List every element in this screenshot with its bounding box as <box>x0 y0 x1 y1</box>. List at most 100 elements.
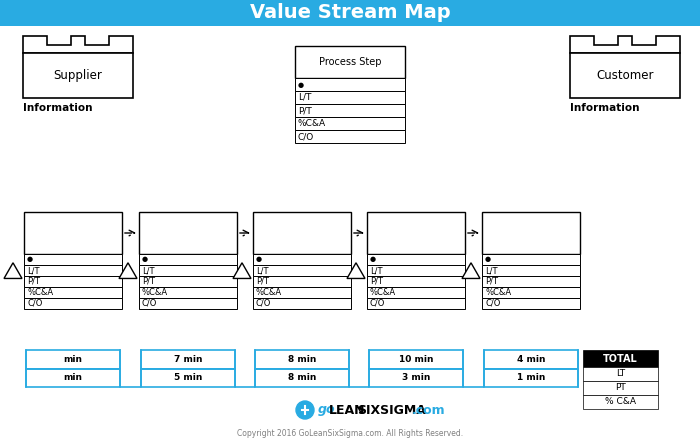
Text: C/O: C/O <box>142 299 158 308</box>
Bar <box>24 276 122 287</box>
Bar <box>583 381 658 395</box>
Bar <box>253 276 351 287</box>
Bar <box>26 350 120 369</box>
Text: LT: LT <box>616 370 625 379</box>
Text: C/O: C/O <box>27 299 43 308</box>
Bar <box>295 78 405 91</box>
Bar <box>295 91 405 104</box>
Bar <box>295 130 405 143</box>
Text: 8 min: 8 min <box>288 355 316 364</box>
Text: Information: Information <box>570 103 640 113</box>
Bar <box>367 287 465 298</box>
Polygon shape <box>462 263 480 278</box>
Circle shape <box>296 401 314 419</box>
Bar <box>253 212 351 254</box>
Text: ●: ● <box>256 257 262 262</box>
Text: go: go <box>318 404 335 417</box>
Text: 3 min: 3 min <box>402 374 430 383</box>
Bar <box>295 117 405 130</box>
Bar <box>24 265 122 276</box>
Text: C/O: C/O <box>370 299 386 308</box>
Text: %C&A: %C&A <box>27 288 53 297</box>
Text: P/T: P/T <box>256 277 269 286</box>
Polygon shape <box>4 263 22 278</box>
Bar <box>0 0 700 26</box>
Bar <box>482 254 580 265</box>
Bar <box>369 350 463 369</box>
Polygon shape <box>570 36 680 53</box>
Bar <box>139 212 237 254</box>
Bar <box>139 254 237 265</box>
Bar <box>139 298 237 309</box>
Bar <box>24 287 122 298</box>
Text: PT: PT <box>615 384 626 392</box>
Bar <box>24 254 122 265</box>
Bar <box>255 350 349 369</box>
Bar <box>484 350 578 369</box>
Text: ●: ● <box>27 257 33 262</box>
Text: L/T: L/T <box>485 266 498 275</box>
Bar <box>24 298 122 309</box>
Text: min: min <box>64 355 83 364</box>
Text: C/O: C/O <box>485 299 500 308</box>
Bar <box>253 254 351 265</box>
Bar <box>253 287 351 298</box>
Bar <box>482 287 580 298</box>
Bar <box>255 369 349 387</box>
Bar <box>139 265 237 276</box>
Text: Supplier: Supplier <box>54 69 102 82</box>
Text: P/T: P/T <box>370 277 383 286</box>
Text: P/T: P/T <box>298 106 312 115</box>
Text: %C&A: %C&A <box>485 288 511 297</box>
Text: L/T: L/T <box>370 266 382 275</box>
Text: P/T: P/T <box>485 277 498 286</box>
Polygon shape <box>233 263 251 278</box>
Polygon shape <box>23 36 133 53</box>
Bar <box>583 395 658 409</box>
Bar <box>295 46 405 78</box>
Bar <box>139 276 237 287</box>
Text: C/O: C/O <box>256 299 272 308</box>
Bar <box>367 254 465 265</box>
Bar <box>583 350 658 367</box>
Text: Customer: Customer <box>596 69 654 82</box>
Text: Value Stream Map: Value Stream Map <box>250 4 450 22</box>
Bar <box>482 212 580 254</box>
Text: Information: Information <box>23 103 92 113</box>
Bar <box>139 287 237 298</box>
Text: ●: ● <box>298 81 304 88</box>
Bar <box>369 369 463 387</box>
Text: L/T: L/T <box>256 266 269 275</box>
Text: ●: ● <box>142 257 148 262</box>
Bar <box>482 265 580 276</box>
Text: .com: .com <box>412 404 446 417</box>
Bar <box>253 265 351 276</box>
Text: L/T: L/T <box>27 266 39 275</box>
Bar <box>482 298 580 309</box>
Text: 1 min: 1 min <box>517 374 545 383</box>
Polygon shape <box>347 263 365 278</box>
Bar <box>482 276 580 287</box>
Text: ●: ● <box>485 257 491 262</box>
Polygon shape <box>119 263 137 278</box>
Bar <box>26 369 120 387</box>
Text: Copyright 2016 GoLeanSixSigma.com. All Rights Reserved.: Copyright 2016 GoLeanSixSigma.com. All R… <box>237 430 463 439</box>
Bar <box>295 104 405 117</box>
Bar <box>583 367 658 381</box>
Text: L/T: L/T <box>298 93 312 102</box>
Bar <box>23 53 133 98</box>
Text: %C&A: %C&A <box>298 119 326 128</box>
Bar <box>141 350 235 369</box>
Text: 4 min: 4 min <box>517 355 545 364</box>
Bar <box>367 276 465 287</box>
Text: %C&A: %C&A <box>370 288 396 297</box>
Text: 5 min: 5 min <box>174 374 202 383</box>
Text: SIXSIGMA: SIXSIGMA <box>357 404 426 417</box>
Text: %C&A: %C&A <box>256 288 282 297</box>
Text: 8 min: 8 min <box>288 374 316 383</box>
Bar <box>253 298 351 309</box>
Bar <box>570 53 680 98</box>
Bar <box>141 369 235 387</box>
Text: P/T: P/T <box>142 277 155 286</box>
Text: 7 min: 7 min <box>174 355 202 364</box>
